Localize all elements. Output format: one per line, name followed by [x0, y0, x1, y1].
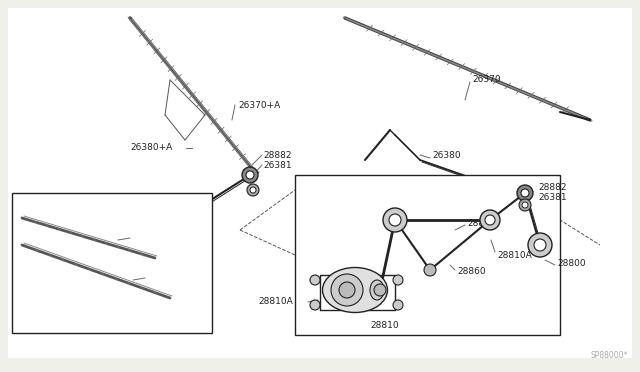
- Circle shape: [528, 233, 552, 257]
- Circle shape: [374, 284, 386, 296]
- Circle shape: [242, 167, 258, 183]
- Text: DRIVER: DRIVER: [147, 279, 179, 289]
- Circle shape: [246, 171, 254, 179]
- Text: ASSIST: ASSIST: [132, 240, 161, 248]
- Bar: [295, 175, 560, 335]
- Text: 28882: 28882: [538, 183, 566, 192]
- Bar: [12, 193, 212, 333]
- Text: WIPER BLADE REFILLS: WIPER BLADE REFILLS: [18, 315, 118, 324]
- Text: 28810: 28810: [370, 321, 399, 330]
- Circle shape: [389, 214, 401, 226]
- Text: 28865: 28865: [467, 218, 495, 228]
- Circle shape: [247, 184, 259, 196]
- Text: 28810A: 28810A: [258, 298, 292, 307]
- Text: 26381: 26381: [538, 192, 566, 202]
- Circle shape: [480, 210, 500, 230]
- Ellipse shape: [370, 280, 384, 300]
- Text: 26381: 26381: [263, 160, 292, 170]
- Text: 26370+A: 26370+A: [238, 100, 280, 109]
- Circle shape: [393, 300, 403, 310]
- Circle shape: [521, 189, 529, 197]
- Circle shape: [310, 275, 320, 285]
- Circle shape: [383, 208, 407, 232]
- Circle shape: [331, 274, 363, 306]
- Circle shape: [519, 199, 531, 211]
- Circle shape: [517, 185, 533, 201]
- Text: 26380+A: 26380+A: [130, 144, 172, 153]
- Circle shape: [310, 300, 320, 310]
- Text: 28882: 28882: [263, 151, 291, 160]
- Circle shape: [393, 275, 403, 285]
- Circle shape: [522, 202, 528, 208]
- Ellipse shape: [323, 267, 387, 312]
- Circle shape: [250, 187, 256, 193]
- Circle shape: [534, 239, 546, 251]
- Text: 28810A: 28810A: [497, 250, 532, 260]
- Text: 28860: 28860: [457, 267, 486, 276]
- Text: 26373M: 26373M: [147, 270, 181, 279]
- Text: 26373P: 26373P: [132, 231, 164, 240]
- Text: SP88000*: SP88000*: [591, 351, 628, 360]
- Text: 28800: 28800: [557, 259, 586, 267]
- Circle shape: [485, 215, 495, 225]
- Text: 26370: 26370: [472, 76, 500, 84]
- Circle shape: [424, 264, 436, 276]
- Circle shape: [339, 282, 355, 298]
- Text: 26380: 26380: [432, 151, 461, 160]
